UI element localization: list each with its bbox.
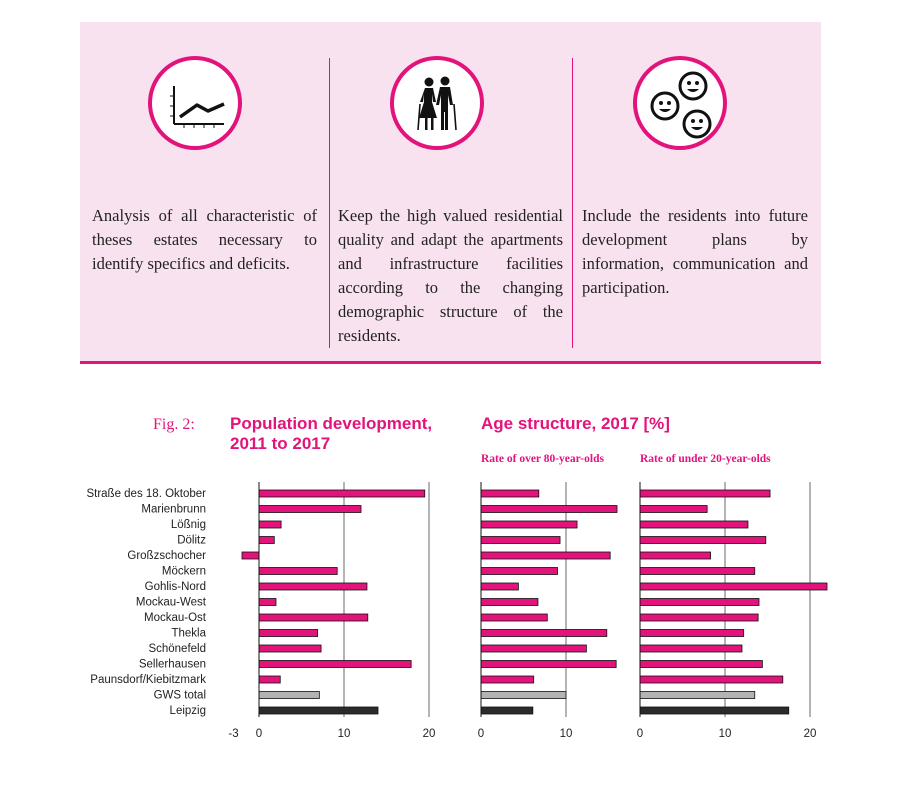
category-label: GWS total	[154, 690, 206, 702]
figure-label: Fig. 2:	[153, 416, 195, 433]
over80-bar	[480, 598, 539, 606]
population-bar	[258, 706, 379, 715]
over-80-subtitle: Rate of over 80-year-olds	[481, 453, 604, 465]
under20-bar	[639, 644, 743, 653]
population-bar	[258, 505, 362, 513]
population-bar	[258, 629, 319, 637]
elderly-couple-icon	[390, 56, 484, 150]
category-label: Mockau-Ost	[144, 612, 207, 624]
category-label: Dölitz	[177, 535, 206, 547]
population-bar	[258, 536, 275, 544]
under20-bar	[639, 520, 749, 529]
under20-bar	[639, 706, 790, 715]
population-bar	[258, 660, 412, 668]
under20-tick-label: 10	[719, 728, 732, 740]
category-label: Marienbrunn	[141, 504, 206, 516]
population-bar	[258, 644, 322, 653]
over80-bar	[480, 582, 519, 591]
over80-bar	[480, 536, 561, 544]
over80-bar	[480, 567, 558, 575]
population-bar	[258, 489, 426, 498]
over80-bar	[480, 660, 617, 668]
column-divider	[329, 58, 330, 348]
line-chart-icon	[148, 56, 242, 150]
under20-bar	[639, 629, 745, 637]
under20-bar	[639, 613, 759, 622]
population-tick-label: 10	[338, 728, 351, 740]
column-divider	[572, 58, 573, 348]
column-text-participation: Include the residents into fu­ture devel…	[582, 206, 808, 297]
under20-bar	[639, 551, 711, 560]
over80-bar	[480, 613, 548, 622]
population-bar	[258, 691, 320, 699]
over80-bar	[480, 489, 540, 498]
over80-bar	[480, 505, 618, 513]
under20-tick-label: 20	[804, 728, 817, 740]
category-label: Großzschocher	[127, 550, 206, 562]
population-tick-label: 20	[423, 728, 436, 740]
over80-bar	[480, 551, 611, 560]
population-tick-label: 0	[256, 728, 262, 740]
population-tick-label: -3	[228, 728, 238, 740]
population-bar	[258, 613, 369, 622]
under20-bar	[639, 598, 760, 606]
category-label: Paunsdorf/Kiebitzmark	[90, 674, 206, 686]
category-label: Möckern	[162, 566, 206, 578]
panel-bottom-rule	[80, 361, 821, 364]
smiley-faces-icon	[633, 56, 727, 150]
under20-bar	[639, 567, 756, 575]
population-bar	[258, 520, 282, 529]
population-bar	[258, 567, 338, 575]
under20-bar	[639, 660, 763, 668]
category-label: Straße des 18. Oktober	[86, 488, 206, 500]
category-label: Leipzig	[170, 705, 206, 717]
under-20-subtitle: Rate of under 20-year-olds	[640, 453, 771, 465]
under20-tick-label: 0	[637, 728, 643, 740]
under20-bar	[639, 489, 771, 498]
over80-bar	[480, 629, 608, 637]
category-label: Schönefeld	[148, 643, 206, 655]
over80-tick-label: 10	[560, 728, 573, 740]
under20-bar	[639, 675, 784, 684]
column-text-analysis: Analysis of all characteristic of theses…	[92, 206, 317, 273]
under20-bar	[639, 582, 828, 591]
population-bar	[241, 551, 260, 560]
over80-bar	[480, 706, 534, 715]
column-text-residential-quality: Keep the high valued resi­dential qualit…	[338, 206, 563, 345]
category-label: Mockau-West	[136, 597, 207, 609]
under20-bar	[639, 505, 708, 513]
over80-bar	[480, 691, 567, 699]
population-chart-title: Population development, 2011 to 2017	[230, 414, 433, 453]
over80-bar	[480, 520, 578, 529]
population-bar	[258, 598, 277, 606]
category-label: Thekla	[171, 628, 206, 640]
category-label: Sellerhausen	[139, 659, 206, 671]
over80-bar	[480, 644, 587, 653]
over80-bar	[480, 675, 535, 684]
category-label: Lößnig	[171, 519, 206, 531]
under20-bar	[639, 536, 767, 544]
under20-bar	[639, 691, 756, 699]
age-chart-title: Age structure, 2017 [%]	[481, 414, 670, 433]
over80-tick-label: 0	[478, 728, 484, 740]
population-bar	[258, 582, 368, 591]
category-label: Gohlis-Nord	[145, 581, 206, 593]
population-bar	[258, 675, 281, 684]
